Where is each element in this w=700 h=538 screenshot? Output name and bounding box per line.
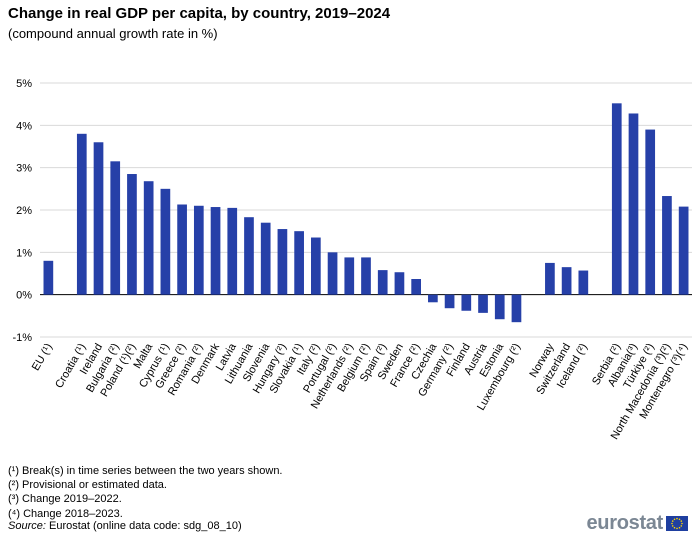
eurostat-logo-text: eurostat bbox=[586, 512, 663, 534]
bar bbox=[143, 181, 154, 295]
bar bbox=[43, 260, 54, 295]
y-tick-label: 3% bbox=[16, 163, 32, 175]
bar bbox=[645, 129, 656, 295]
bar bbox=[511, 294, 522, 323]
bar bbox=[244, 217, 254, 295]
bar bbox=[578, 270, 589, 295]
bar bbox=[210, 207, 221, 295]
bar bbox=[76, 133, 87, 295]
source-text: Eurostat (online data code: sdg_08_10) bbox=[48, 520, 242, 532]
chart-subtitle: (compound annual growth rate in %) bbox=[8, 26, 218, 41]
eu-flag-icon bbox=[666, 516, 688, 531]
footnote-4: (⁴) Change 2018–2023. bbox=[8, 507, 123, 520]
source-note: Source: Eurostat (online data code: sdg_… bbox=[8, 520, 242, 532]
bar bbox=[662, 196, 672, 295]
bar bbox=[227, 207, 238, 295]
bar bbox=[193, 205, 204, 295]
eurostat-logo: eurostat bbox=[586, 512, 688, 535]
bar bbox=[561, 267, 572, 295]
bar bbox=[428, 294, 438, 303]
bar bbox=[277, 229, 288, 295]
bar bbox=[344, 257, 355, 295]
chart-title: Change in real GDP per capita, by countr… bbox=[8, 5, 391, 22]
bar bbox=[678, 206, 689, 295]
y-tick-label: 4% bbox=[16, 120, 32, 132]
bar bbox=[377, 270, 388, 295]
footnote-3: (³) Change 2019–2022. bbox=[8, 493, 122, 506]
footnote-2: (²) Provisional or estimated data. bbox=[8, 479, 167, 492]
bar bbox=[327, 252, 338, 295]
bar bbox=[177, 204, 187, 295]
bar bbox=[93, 142, 104, 295]
bar bbox=[611, 103, 622, 295]
source-label: Source: bbox=[8, 520, 46, 532]
bar bbox=[110, 161, 121, 295]
bar bbox=[545, 262, 555, 295]
bar bbox=[444, 294, 455, 309]
bar bbox=[411, 279, 422, 295]
bar-chart: -1%0%1%2%3%4%5%EU (¹)Croatia (¹)IrelandB… bbox=[12, 78, 692, 442]
bar bbox=[394, 272, 405, 295]
bar bbox=[160, 188, 171, 295]
bar bbox=[478, 294, 488, 313]
y-tick-label: 1% bbox=[16, 247, 32, 259]
y-tick-label: 5% bbox=[16, 78, 32, 90]
footnote-1: (¹) Break(s) in time series between the … bbox=[8, 465, 283, 477]
bar bbox=[260, 222, 271, 295]
bar bbox=[361, 257, 371, 295]
bar bbox=[461, 294, 472, 311]
bar bbox=[127, 174, 137, 295]
bar bbox=[310, 237, 321, 295]
x-tick-label: EU (¹) bbox=[30, 342, 55, 373]
y-tick-label: 2% bbox=[16, 205, 32, 217]
bar bbox=[494, 294, 505, 320]
footnotes: (¹) Break(s) in time series between the … bbox=[8, 464, 283, 521]
bar bbox=[294, 231, 304, 295]
y-tick-label: -1% bbox=[12, 332, 32, 344]
y-tick-label: 0% bbox=[16, 290, 32, 302]
bar bbox=[628, 113, 639, 295]
